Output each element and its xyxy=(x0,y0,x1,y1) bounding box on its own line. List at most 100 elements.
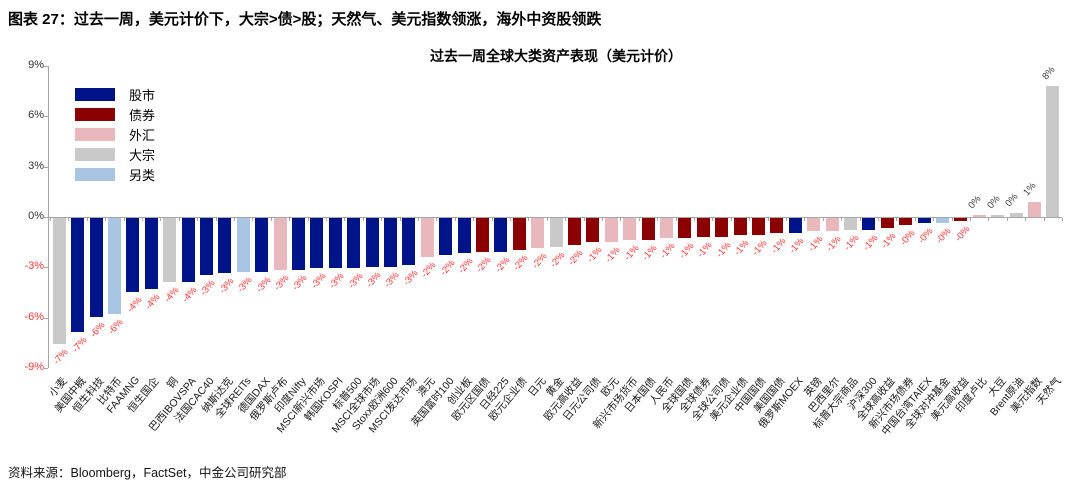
x-axis-tick xyxy=(896,218,898,221)
x-axis-tick xyxy=(712,218,714,221)
bar xyxy=(439,218,453,255)
x-axis-tick xyxy=(454,218,456,221)
x-axis-tick xyxy=(1062,218,1063,221)
x-axis-tick xyxy=(1006,218,1008,221)
bar xyxy=(604,218,618,242)
bar xyxy=(586,218,600,242)
bar xyxy=(126,218,140,292)
x-axis-tick xyxy=(602,218,603,221)
bar xyxy=(181,218,195,282)
bar xyxy=(1046,86,1060,217)
x-axis-tick xyxy=(565,218,567,221)
bar xyxy=(954,218,968,222)
legend-label: 外汇 xyxy=(129,127,156,143)
x-axis-tick xyxy=(804,218,806,221)
bar xyxy=(1027,201,1041,217)
x-axis-tick xyxy=(399,218,401,221)
chart-title: 过去一周全球大类资产表现（美元计价） xyxy=(430,48,682,64)
bar xyxy=(457,218,471,254)
figure-title: 图表 27：过去一周，美元计价下，大宗>债>股；天然气、美元指数领涨，海外中资股… xyxy=(8,11,602,28)
bar xyxy=(899,218,913,225)
y-axis-tick-label: 0% xyxy=(28,210,44,222)
x-axis-tick xyxy=(1043,218,1045,221)
bar xyxy=(935,218,949,223)
x-axis-tick xyxy=(381,218,383,221)
y-axis-tick-label: -6% xyxy=(24,310,44,323)
x-axis-tick xyxy=(197,218,199,221)
x-axis-tick xyxy=(620,218,622,221)
legend-swatch xyxy=(75,167,115,181)
bar xyxy=(641,218,655,240)
x-axis-tick xyxy=(491,218,493,221)
legend-item: 股市 xyxy=(75,84,155,104)
bar xyxy=(218,218,232,274)
x-axis-tick xyxy=(50,218,51,221)
bar xyxy=(696,218,710,237)
x-axis-tick xyxy=(822,218,824,221)
x-axis-tick xyxy=(362,218,364,221)
source-note: 资料来源：Bloomberg，FactSet，中金公司研究部 xyxy=(8,466,287,480)
bar xyxy=(807,218,821,232)
y-axis-tick-label: -3% xyxy=(24,260,44,273)
bar xyxy=(347,218,361,269)
x-axis-tick xyxy=(767,218,769,221)
x-axis-tick xyxy=(786,218,787,221)
legend-label: 另类 xyxy=(129,167,156,183)
y-axis-tick-label: 9% xyxy=(28,58,44,71)
bar xyxy=(52,218,66,344)
x-axis-tick xyxy=(1025,218,1027,221)
y-axis-tick-label: -9% xyxy=(24,361,44,374)
bar xyxy=(623,218,637,240)
legend-swatch xyxy=(75,87,115,101)
bar xyxy=(291,218,305,270)
bar xyxy=(199,218,213,276)
y-axis-tick xyxy=(44,368,48,370)
bar xyxy=(163,218,177,282)
bar xyxy=(788,218,802,234)
x-axis-tick xyxy=(988,218,990,221)
x-axis-tick xyxy=(68,218,70,221)
x-axis-tick xyxy=(841,218,843,221)
x-axis-tick xyxy=(473,218,475,221)
bar xyxy=(678,218,692,239)
y-axis-tick-label: 6% xyxy=(28,109,44,122)
y-axis-tick xyxy=(44,166,48,168)
x-axis-tick xyxy=(583,218,585,221)
y-axis-tick xyxy=(44,267,48,269)
legend-label: 债券 xyxy=(129,107,156,123)
x-axis-tick xyxy=(657,218,659,221)
x-axis-tick xyxy=(528,218,530,221)
x-axis-tick xyxy=(730,218,732,221)
x-axis-tick xyxy=(546,218,548,221)
bar xyxy=(1009,212,1023,217)
x-axis-tick xyxy=(160,218,162,221)
x-axis-tick xyxy=(123,218,125,221)
bar xyxy=(71,218,85,333)
bar xyxy=(917,218,931,223)
x-axis-tick xyxy=(86,218,88,221)
bar xyxy=(862,218,876,230)
legend-swatch xyxy=(75,107,115,121)
bar xyxy=(494,218,508,252)
bar xyxy=(751,218,765,235)
x-axis-tick xyxy=(142,218,143,221)
x-axis-tick xyxy=(307,218,309,221)
bar xyxy=(475,218,489,252)
bar xyxy=(549,218,563,247)
bar xyxy=(972,215,986,217)
bar xyxy=(383,218,397,267)
bar xyxy=(880,218,894,229)
x-axis-tick xyxy=(859,218,861,221)
x-axis-tick xyxy=(749,218,751,221)
legend-label: 股市 xyxy=(129,87,156,103)
legend-item: 外汇 xyxy=(75,124,155,144)
bar xyxy=(236,218,250,272)
bar xyxy=(365,218,379,267)
legend-item: 大宗 xyxy=(75,144,155,164)
bar xyxy=(420,218,434,257)
x-axis-tick xyxy=(675,218,677,221)
bar xyxy=(89,218,103,317)
x-axis-tick xyxy=(638,218,640,221)
bar xyxy=(273,218,287,270)
